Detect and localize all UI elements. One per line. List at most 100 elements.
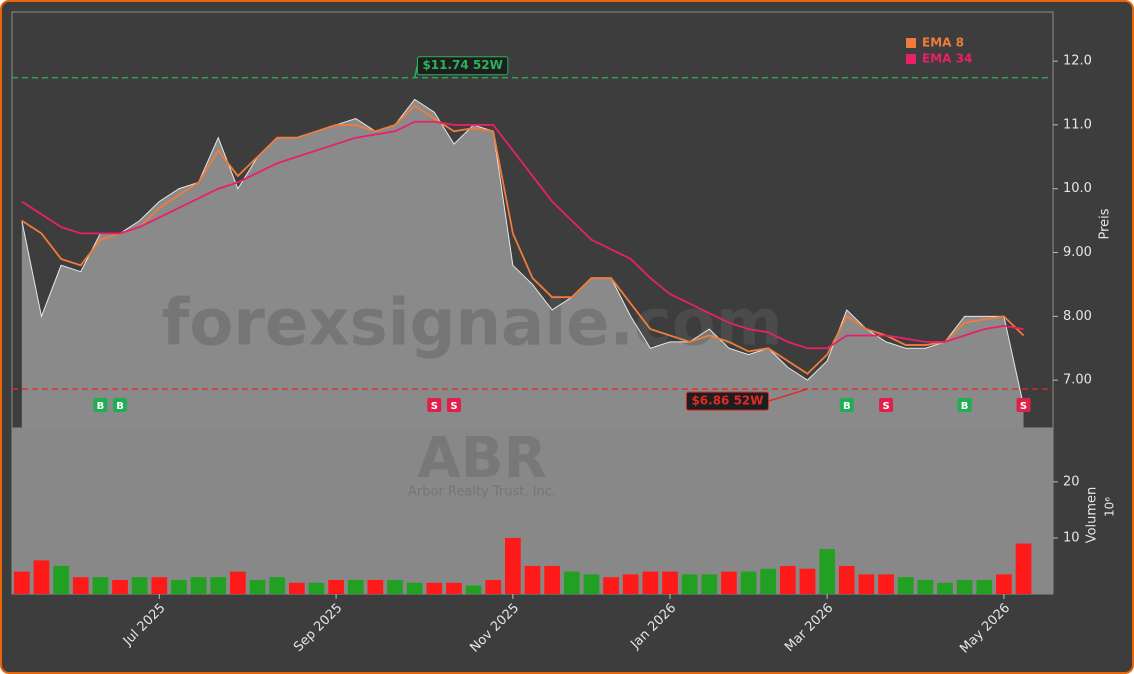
x-tick-label: Nov 2025 (467, 601, 522, 656)
volume-bar (72, 577, 89, 594)
volume-bar (1015, 543, 1032, 594)
ema-line (21, 104, 1025, 375)
volume-bar (779, 565, 796, 594)
volume-bar (92, 577, 109, 594)
volume-bar (583, 574, 600, 594)
y-tick-label: 10 (1063, 530, 1080, 545)
price-area (21, 99, 1024, 428)
y-tick-label: 10.0 (1063, 181, 1092, 196)
volume-bar (446, 582, 462, 594)
volume-bar (426, 582, 443, 594)
signal-label: S (882, 401, 889, 412)
x-tick-label: Mar 2026 (782, 601, 836, 655)
y-tick-label: 12.0 (1063, 54, 1092, 69)
volume-bar (838, 565, 855, 594)
volume-bar (681, 574, 698, 594)
x-tick-label: May 2026 (957, 601, 1013, 657)
watermark-company: Arbor Realty Trust, Inc. (408, 485, 556, 500)
y-tick-label: 20 (1063, 474, 1080, 489)
volume-bar (544, 565, 560, 594)
volume-bar (505, 537, 521, 594)
volume-bar (288, 582, 305, 594)
y-axis-label: Volumen (1085, 487, 1100, 544)
volume-bar (485, 579, 502, 594)
volume-bar (878, 574, 894, 594)
signal-badge (446, 398, 461, 412)
volume-bar (622, 574, 639, 594)
legend-swatch (906, 38, 916, 48)
volume-bar (131, 577, 148, 594)
volume-bar (151, 577, 168, 594)
volume-bar (858, 574, 875, 594)
legend-label: EMA 8 (922, 36, 964, 50)
signal-label: B (116, 401, 124, 412)
annotation: $11.74 52W (422, 58, 502, 72)
volume-bar (387, 579, 403, 594)
volume-bar (13, 571, 30, 594)
volume-bar (328, 579, 344, 594)
volume-bar (897, 577, 914, 594)
signal-label: B (961, 401, 969, 412)
volume-bar (563, 571, 580, 594)
volume-bar (53, 565, 69, 594)
volume-bar (524, 565, 541, 594)
signal-label: S (431, 401, 438, 412)
volume-bar (642, 571, 659, 594)
watermark-ticker: ABR (417, 426, 546, 491)
annotation-box (416, 56, 509, 76)
volume-bar (269, 577, 286, 594)
volume-bar (112, 579, 128, 594)
signal-badge (93, 398, 108, 412)
volume-bar (308, 582, 325, 594)
volume-bar (760, 568, 777, 594)
volume-bar (367, 579, 384, 594)
volume-bar (406, 582, 423, 594)
legend-label: EMA 34 (922, 52, 972, 66)
volume-bar (603, 577, 619, 594)
signal-badge (113, 398, 128, 412)
volume-bar (249, 579, 266, 594)
volume-bar (465, 585, 482, 594)
volume-bar (976, 579, 993, 594)
volume-bar (799, 568, 816, 594)
volume-bar (996, 574, 1012, 594)
volume-bar (33, 560, 50, 594)
signal-label: S (450, 401, 457, 412)
annotation-arrow (413, 65, 419, 78)
y-axis-unit: 10⁶ (1103, 497, 1117, 517)
watermark: forexsignale.com (162, 287, 783, 361)
volume-bar (721, 571, 737, 594)
ema-line (21, 120, 1024, 350)
volume-bar (662, 571, 678, 594)
volume-bar (210, 577, 227, 594)
signal-badge (1016, 398, 1031, 412)
y-tick-label: 8.00 (1063, 309, 1092, 324)
annotation-arrow (768, 388, 808, 402)
volume-bar (740, 571, 757, 594)
signal-label: B (843, 401, 851, 412)
legend-swatch (906, 54, 916, 64)
volume-bar (917, 579, 934, 594)
y-tick-label: 11.0 (1063, 117, 1092, 132)
x-tick-label: Jul 2025 (120, 601, 169, 650)
volume-bar (190, 577, 207, 594)
signal-badge (957, 398, 972, 412)
y-tick-label: 7.00 (1063, 373, 1092, 388)
y-axis-label: Preis (1098, 208, 1113, 239)
volume-bar (819, 549, 835, 594)
signal-label: B (97, 401, 105, 412)
x-tick-label: Sep 2025 (291, 601, 345, 655)
signal-badge (879, 398, 894, 412)
volume-bar (347, 579, 364, 594)
y-tick-label: 9.00 (1063, 245, 1092, 260)
signal-label: S (1020, 401, 1027, 412)
volume-bar (701, 574, 718, 594)
x-tick-label: Jan 2026 (627, 601, 679, 653)
volume-bar (956, 579, 973, 594)
volume-bar (937, 582, 953, 594)
annotation: $6.86 52W (691, 394, 763, 408)
volume-bar (230, 571, 246, 594)
volume-bar (171, 579, 187, 594)
